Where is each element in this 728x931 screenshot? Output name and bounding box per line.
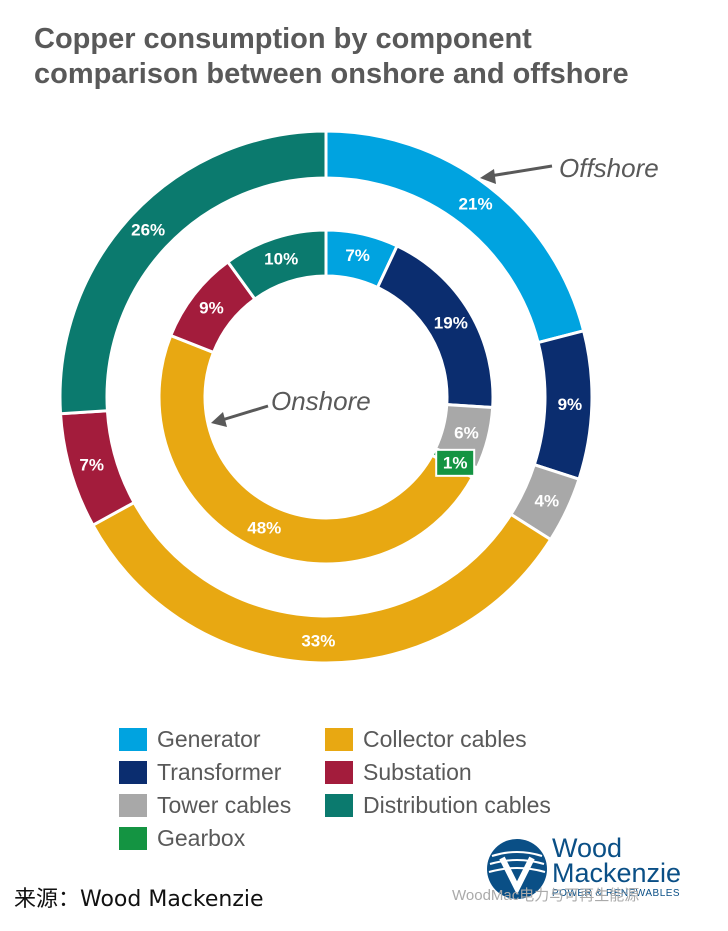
legend-item-substation: Substation <box>325 759 565 785</box>
legend-swatch-gearbox <box>119 826 147 850</box>
legend-label-gearbox: Gearbox <box>157 824 246 851</box>
chart-title-line-1: Copper consumption by component <box>34 23 532 55</box>
onshore-series-label: Onshore <box>271 386 371 416</box>
onshore-data-label-collector-cables: 48% <box>247 519 281 538</box>
onshore-data-label-generator: 7% <box>345 246 370 265</box>
legend-label-collector-cables: Collector cables <box>363 725 527 752</box>
onshore-slice-distribution-cables <box>225 228 328 302</box>
source-credit: 来源：Wood Mackenzie <box>14 887 264 912</box>
onshore-data-label-distribution-cables: 10% <box>264 250 298 269</box>
ring-callouts: Offshore Onshore <box>211 153 659 427</box>
onshore-data-label-transformer: 19% <box>434 314 468 333</box>
outer-ring-offshore <box>58 129 594 665</box>
legend-item-tower-cables: Tower cables <box>119 792 325 818</box>
offshore-data-label-transformer: 9% <box>558 395 583 414</box>
onshore-label-box-gearbox <box>435 448 476 477</box>
logo-tagline: POWER & RENEWABLES <box>552 888 681 899</box>
legend-label-distribution-cables: Distribution cables <box>363 791 551 818</box>
legend-item-transformer: Transformer <box>119 759 325 785</box>
onshore-data-label-gearbox: 1% <box>443 453 468 472</box>
watermark-text: WoodMac电力与可再生能源 <box>452 887 640 904</box>
legend-swatch-collector-cables <box>325 727 353 751</box>
legend-item-gearbox: Gearbox <box>119 825 325 851</box>
legend-swatch-substation <box>325 760 353 784</box>
legend-swatch-distribution-cables <box>325 793 353 817</box>
offshore-slice-distribution-cables <box>58 129 328 416</box>
legend-item-generator: Generator <box>119 726 325 752</box>
onshore-data-label-tower-cables: 6% <box>454 424 479 443</box>
offshore-arrow <box>489 164 553 178</box>
logo-wordmark: Wood Mackenzie <box>552 833 682 888</box>
legend-item-collector-cables: Collector cables <box>325 726 565 752</box>
logo-wordmark-line-2: Mackenzie <box>552 858 682 888</box>
legend-label-transformer: Transformer <box>157 758 282 785</box>
onshore-slice-collector-cables <box>157 333 475 566</box>
offshore-arrowhead <box>480 169 496 184</box>
offshore-data-label-distribution-cables: 26% <box>131 220 165 239</box>
legend-swatch-tower-cables <box>119 793 147 817</box>
onshore-data-label-substation: 9% <box>199 299 224 318</box>
logo-wordmark-line-1: Wood <box>552 833 623 863</box>
offshore-series-label: Offshore <box>559 153 659 183</box>
slice-labels: 21% 9% 4% 33% 7% 26% 7% 19% 6% 1% 48% 9% 10% <box>79 195 582 651</box>
donut-chart: Offshore Onshore 21% 9% 4% 33% 7% 26% 7% 19% 6% 1… <box>58 129 659 665</box>
wood-mackenzie-logo-icon <box>487 839 547 899</box>
offshore-data-label-tower-cables: 4% <box>534 491 559 510</box>
legend: Generator Collector cables Transformer S… <box>119 726 565 851</box>
chart-title-line-2: comparison between onshore and offshore <box>34 58 629 90</box>
offshore-data-label-generator: 21% <box>459 195 493 214</box>
offshore-data-label-collector-cables: 33% <box>301 631 335 650</box>
legend-swatch-generator <box>119 727 147 751</box>
legend-label-substation: Substation <box>363 758 472 785</box>
legend-label-generator: Generator <box>157 725 261 752</box>
legend-label-tower-cables: Tower cables <box>157 791 292 818</box>
offshore-data-label-substation: 7% <box>79 456 104 475</box>
legend-item-distribution-cables: Distribution cables <box>325 792 565 818</box>
onshore-arrow <box>221 404 269 422</box>
wood-mackenzie-logo: Wood Mackenzie POWER & RENEWABLES <box>486 833 716 906</box>
chart-title: Copper consumption by component comparis… <box>34 22 629 92</box>
onshore-arrowhead <box>211 412 227 427</box>
legend-swatch-transformer <box>119 760 147 784</box>
